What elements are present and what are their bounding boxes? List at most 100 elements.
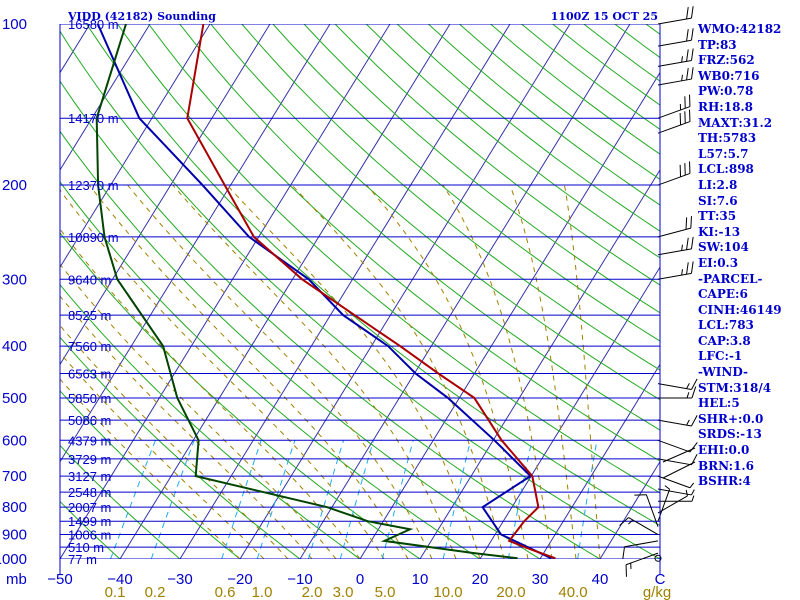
dry-adiabat-line — [60, 500, 121, 559]
mixing-ratio-label: 0.1 — [105, 584, 126, 600]
temperature-tick-label: −40 — [107, 571, 132, 588]
moist-adiabat-line — [127, 184, 433, 559]
mixing-ratio-label: 2.0 — [302, 584, 323, 600]
index-value: L57:5.7 — [698, 146, 749, 161]
dry-adiabat-line — [60, 444, 181, 559]
temperature-tick-label: 20 — [472, 571, 489, 588]
height-label: 77 m — [68, 552, 97, 567]
index-value: BSHR:4 — [698, 474, 751, 489]
dry-adiabat-line — [60, 336, 301, 559]
index-value: BRN:1.6 — [698, 458, 754, 473]
wind-barb — [657, 489, 688, 514]
mixing-ratio-line — [308, 440, 344, 559]
index-value: -WIND- — [698, 365, 748, 380]
temperature-tick-label: −30 — [167, 571, 192, 588]
background-lines — [60, 24, 660, 559]
pressure-tick-label: 200 — [2, 177, 27, 194]
index-value: STM:318/4 — [698, 380, 772, 395]
temperature-tick-label: 0 — [356, 571, 364, 588]
height-label: 2007 m — [68, 500, 111, 515]
pressure-tick-label: 700 — [2, 468, 27, 485]
index-value: MAXT:31.2 — [698, 115, 773, 130]
index-value: EHI:0.0 — [698, 443, 750, 458]
mixing-ratio-label: 40.0 — [558, 584, 587, 600]
height-label: 12370 m — [68, 178, 119, 193]
height-label: 5850 m — [68, 391, 111, 406]
temperature-tick-label: −50 — [47, 571, 72, 588]
height-label: 4379 m — [68, 433, 111, 448]
index-value: LCL:898 — [698, 162, 754, 177]
index-value: -PARCEL- — [698, 271, 763, 286]
height-label: 1499 m — [68, 514, 111, 529]
wind-barb — [657, 488, 695, 496]
height-label: 3127 m — [68, 469, 111, 484]
mixing-ratio-label: 0.6 — [215, 584, 236, 600]
isotherm-line — [599, 460, 660, 559]
wind-barb — [619, 517, 659, 535]
height-label: 3729 m — [68, 452, 111, 467]
wind-barb — [625, 552, 659, 577]
mixing-ratio-label: g/kg — [643, 584, 671, 600]
wind-barb — [657, 415, 698, 427]
sounding-time: 1100Z 15 OCT 25 — [551, 10, 658, 23]
pressure-tick-label: 900 — [2, 527, 27, 544]
mixing-ratio-label: 5.0 — [375, 584, 396, 600]
wind-barb — [657, 109, 691, 134]
index-value: TH:5783 — [698, 131, 757, 146]
pressure-tick-label: 500 — [2, 390, 27, 407]
temperature-tick-label: C — [655, 571, 666, 588]
isotherm-line — [419, 168, 660, 559]
wind-barb — [657, 439, 698, 453]
isotherm-line — [60, 24, 391, 559]
wind-barb — [657, 28, 694, 47]
height-label: 1006 m — [68, 528, 111, 543]
index-value: SI:7.6 — [698, 193, 738, 208]
wind-barb — [654, 554, 662, 562]
axis-labels: 1002003004005006007008009001000mb16580 m… — [0, 16, 671, 600]
pressure-tick-label: 100 — [2, 16, 27, 33]
wind-barb — [657, 6, 694, 25]
temperature-tick-label: 40 — [592, 571, 609, 588]
index-pointer-line — [662, 461, 696, 479]
index-value: WMO:42182 — [698, 22, 782, 36]
mixing-ratio-line — [256, 440, 296, 559]
isotherm-line — [60, 24, 211, 269]
height-label: 16580 m — [68, 17, 119, 32]
height-label: 2548 m — [68, 485, 111, 500]
index-pointer-line — [662, 447, 696, 463]
temperature-line — [186, 24, 556, 559]
isotherm-line — [359, 71, 660, 559]
height-label: 5086 m — [68, 413, 111, 428]
height-label: 7560 m — [68, 339, 111, 354]
wind-barb — [657, 261, 694, 280]
wind-barb — [657, 48, 694, 67]
wind-barbs — [619, 6, 698, 577]
isotherm-line — [60, 24, 151, 171]
mixing-ratio-line — [507, 440, 533, 559]
index-value: TT:35 — [698, 209, 737, 224]
index-value: KI:-13 — [698, 224, 741, 239]
wind-barb — [657, 378, 698, 390]
mixing-ratio-label: 0.2 — [145, 584, 166, 600]
index-value: SHR+:0.0 — [698, 411, 764, 426]
mixing-ratio-label: 1.0 — [252, 584, 273, 600]
index-value: TP:83 — [698, 37, 737, 52]
pressure-axis-label: mb — [6, 571, 27, 588]
height-label: 14170 m — [68, 111, 119, 126]
index-value: SW:104 — [698, 240, 749, 255]
height-label: 6563 m — [68, 366, 111, 381]
isotherm-line — [239, 24, 571, 559]
temperature-tick-label: −10 — [287, 571, 312, 588]
pressure-tick-label: 300 — [2, 271, 27, 288]
pressure-tick-label: 800 — [2, 499, 27, 516]
mixing-ratio-label: 10.0 — [433, 584, 462, 600]
pressure-tick-label: 400 — [2, 338, 27, 355]
index-value: LFC:-1 — [698, 349, 743, 364]
mixing-ratio-line — [381, 440, 414, 559]
index-value: HEL:5 — [698, 396, 740, 411]
isotherm-line — [60, 24, 271, 366]
wind-barb — [657, 236, 694, 256]
wind-barb — [622, 540, 659, 559]
wind-barb — [634, 494, 659, 527]
